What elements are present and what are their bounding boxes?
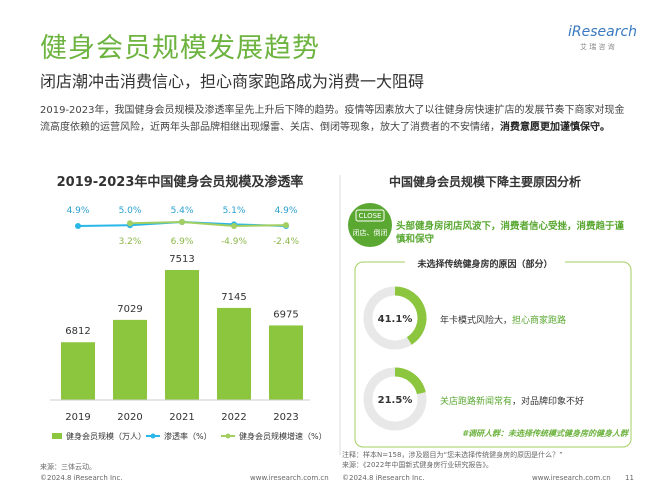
data-label: 6.9%	[171, 237, 194, 247]
point	[127, 220, 133, 227]
data-label: 5.0%	[119, 206, 142, 216]
point	[179, 219, 185, 225]
source: 来源：三体云动。	[40, 463, 96, 471]
tag: #调研人群：未选择传统模式健身房的健身人群	[462, 429, 630, 438]
point	[283, 222, 289, 229]
data-label: 3.2%	[119, 237, 142, 247]
close-text: CLOSE	[359, 212, 382, 220]
intro-text: 2019-2023年，我国健身会员规模及渗透率呈先上升后下降的趋势。疫情等因素放…	[40, 105, 625, 133]
item-text-0: 年卡模式风险大，担心商家跑路	[440, 313, 566, 326]
data-label: -2.4%	[273, 237, 300, 247]
item-highlight: 关店跑路新闻常有	[440, 397, 513, 407]
legend-label: 健身会员规模增速（%）	[239, 431, 327, 441]
data-label: 4.9%	[275, 206, 298, 216]
x-tick-label: 2022	[221, 412, 246, 423]
page-number: 11	[625, 474, 634, 482]
data-label: 7145	[221, 292, 246, 303]
legend-swatch	[52, 433, 62, 439]
data-label: 6975	[273, 309, 298, 320]
logo: iResearch	[568, 24, 638, 40]
title: 健身会员规模发展趋势	[40, 33, 320, 64]
bar	[269, 325, 303, 400]
panel-title: 中国健身会员规模下降主要原因分析	[389, 174, 581, 189]
box-title: 未选择传统健身房的原因（部分）	[416, 258, 552, 270]
item-text-1: 关店跑路新闻常有，对品牌印象不好	[440, 394, 584, 407]
icon-caption: 闭店、倒闭	[353, 228, 388, 237]
bar	[113, 319, 147, 400]
bar	[217, 307, 251, 400]
data-label: 6812	[65, 326, 90, 337]
item-text: ，对品牌印象不好	[512, 397, 585, 407]
data-label: 7513	[169, 254, 194, 265]
logo-sub: 艾 瑞 咨 询	[580, 43, 615, 51]
legend-swatch	[225, 433, 231, 439]
close-sign	[355, 209, 385, 222]
url: www.iresearch.com.cn	[250, 474, 329, 482]
donut-arc	[394, 367, 426, 395]
headline: 头部健身房闭店风波下，消费者信心受挫，消费趋于谨慎和保守	[396, 221, 625, 245]
donut-label: 21.5%	[378, 395, 413, 406]
data-label: 5.4%	[171, 206, 194, 216]
chart-title: 2019-2023年中国健身会员规模及渗透率	[57, 174, 304, 190]
bar	[165, 270, 199, 400]
donut-arc	[394, 286, 427, 345]
subtitle: 闭店潮冲击消费信心，担心商家跑路成为消费一大阻碍	[40, 72, 425, 91]
intro-bold: 消费意愿更加谨慎保守。	[500, 122, 610, 133]
item-text: 年卡模式风险大，	[440, 316, 513, 326]
copyright: ©2024.8 iResearch Inc.	[342, 474, 425, 482]
intro: 2019-2023年，我国健身会员规模及渗透率呈先上升后下降的趋势。疫情等因素放…	[40, 102, 630, 136]
donut-label: 41.1%	[378, 314, 413, 325]
legend-label: 渗透率（%）	[164, 431, 212, 441]
note: 注释：样本N=158，涉及题目为“您未选择传统健身房的原因是什么？”	[342, 451, 563, 459]
point	[75, 223, 81, 229]
item-highlight: 担心商家跑路	[512, 316, 567, 326]
box-title-bg	[405, 256, 565, 270]
x-tick-label: 2023	[273, 412, 298, 423]
url: www.iresearch.com.cn	[532, 474, 611, 482]
line	[129, 220, 287, 228]
legend-swatch	[150, 433, 156, 439]
x-tick-label: 2019	[65, 412, 90, 423]
x-tick-label: 2020	[117, 412, 142, 423]
data-label: -4.9%	[221, 237, 248, 247]
data-label: 5.1%	[223, 206, 246, 216]
copyright: ©2024.8 iResearch Inc.	[40, 474, 123, 482]
x-tick-label: 2021	[169, 412, 194, 423]
bar	[61, 342, 95, 400]
point	[231, 223, 237, 229]
legend-label: 健身会员规模（万人）	[66, 431, 146, 441]
source: 来源：《2022年中国新式健身房行业研究报告》。	[342, 461, 493, 469]
data-label: 4.9%	[67, 206, 90, 216]
close-icon	[348, 203, 392, 247]
data-label: 7029	[117, 304, 142, 315]
